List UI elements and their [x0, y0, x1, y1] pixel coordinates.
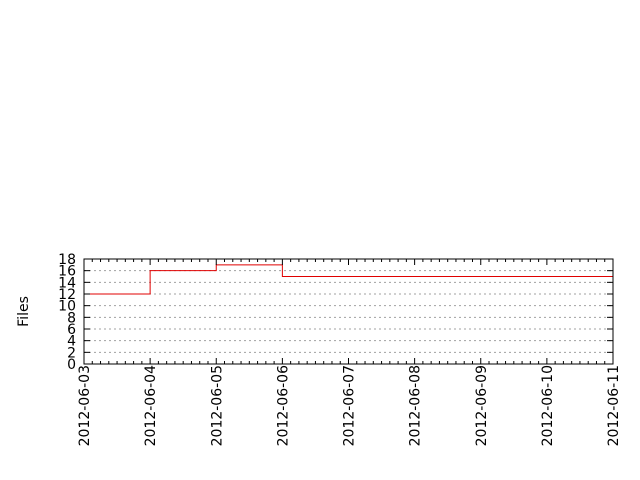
x-tick-label: 2012-06-06: [275, 365, 291, 446]
y-tick-label: 10: [58, 299, 76, 315]
y-tick-label: 6: [67, 322, 76, 338]
y-tick-label: 2: [67, 345, 76, 361]
x-tick-label: 2012-06-04: [143, 365, 159, 446]
x-tick-label: 2012-06-07: [342, 365, 358, 446]
y-tick-label: 18: [58, 252, 76, 268]
x-tick-label: 2012-06-10: [540, 365, 556, 446]
y-tick-label: 16: [58, 264, 76, 280]
y-axis-label: Files: [16, 296, 32, 327]
x-tick-label: 2012-06-08: [408, 365, 424, 446]
x-tick-labels: 2012-06-03 2012-06-04 2012-06-05 2012-06-06…: [77, 365, 622, 446]
plot-frame: [83, 258, 614, 365]
axis-ticks: [83, 258, 614, 365]
x-tick-label: 2012-06-09: [474, 365, 490, 446]
y-tick-label: 4: [67, 334, 76, 350]
y-tick-label: 0: [67, 357, 76, 373]
x-tick-label: 2012-06-11: [606, 365, 622, 446]
y-tick-label: 12: [58, 287, 76, 303]
x-tick-label: 2012-06-03: [77, 365, 93, 446]
y-tick-label: 8: [67, 310, 76, 326]
series-layer: [84, 264, 613, 295]
x-tick-label: 2012-06-05: [209, 365, 225, 446]
grid-lines: [84, 270, 613, 353]
series-line: [84, 264, 613, 295]
y-tick-label: 14: [58, 275, 76, 291]
